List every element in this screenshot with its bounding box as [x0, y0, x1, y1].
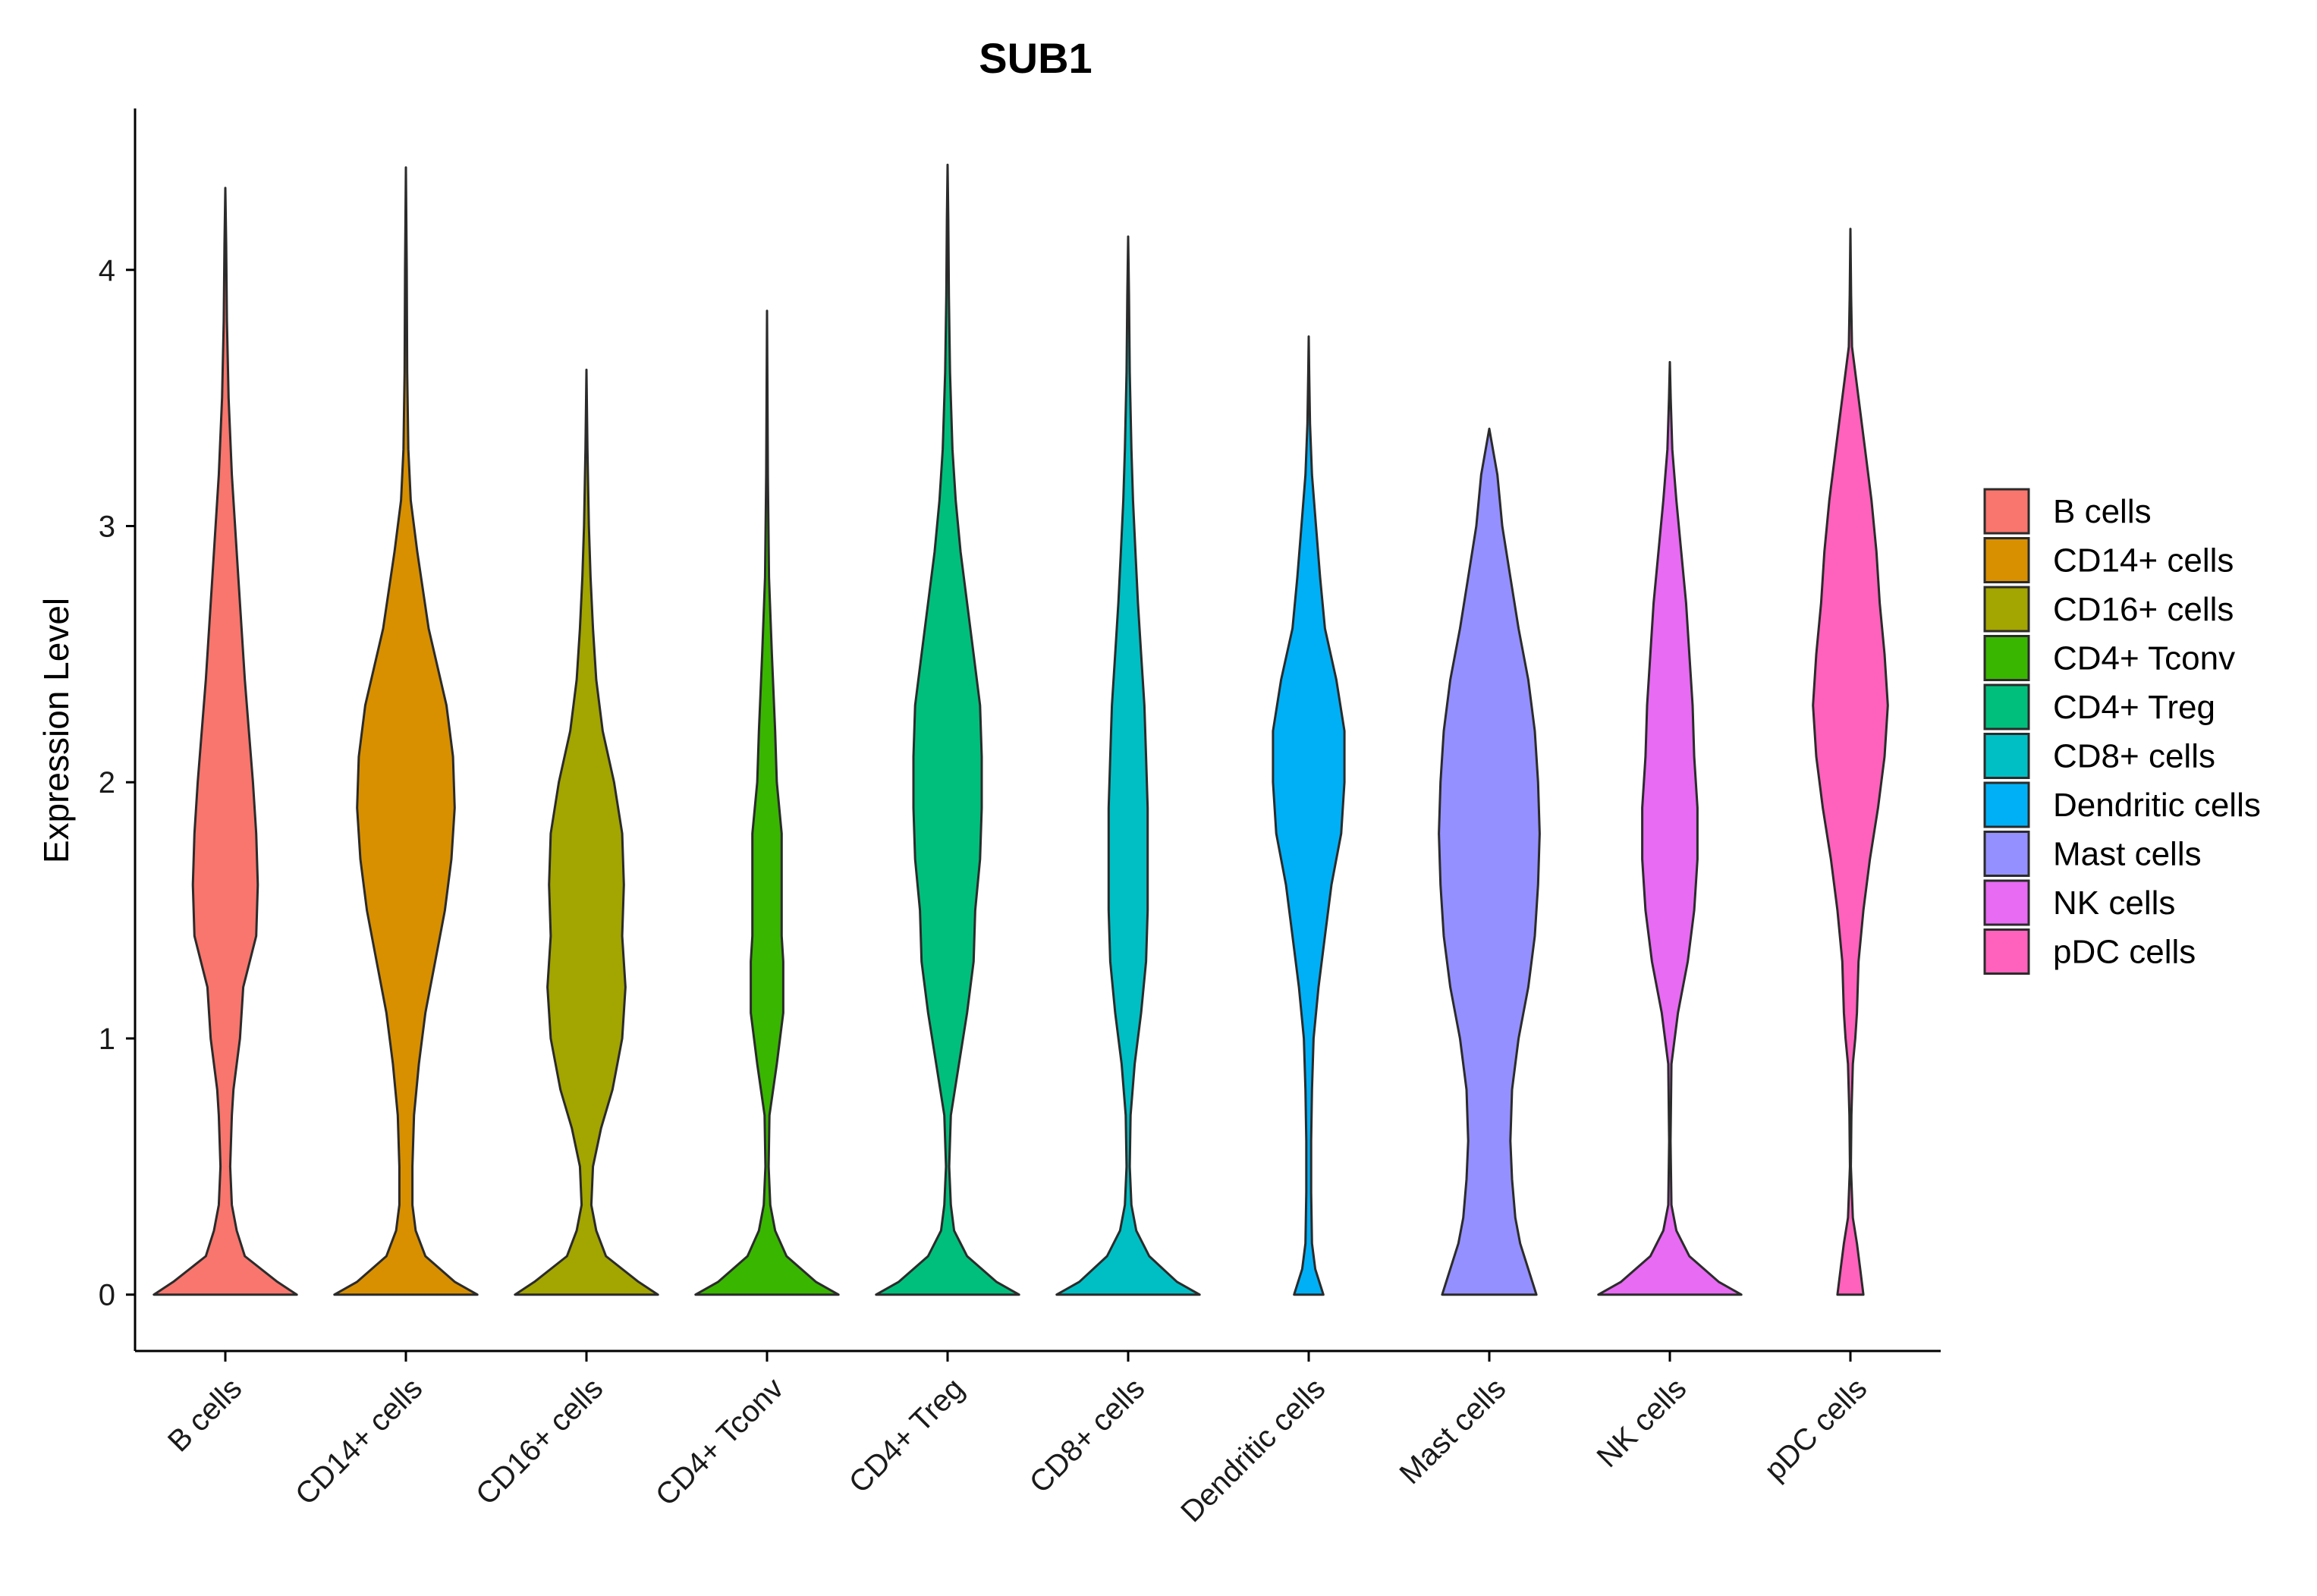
y-axis-ticks: 0 1 2 3 4 [99, 254, 135, 1312]
y-tick-label: 1 [99, 1023, 115, 1056]
y-tick-label: 4 [99, 254, 115, 287]
legend-key [1983, 683, 2030, 730]
legend-label: CD4+ Tconv [2053, 640, 2235, 677]
violin-cd4-treg [875, 163, 1020, 1296]
legend-label: CD14+ cells [2053, 542, 2234, 580]
legend-key [1983, 635, 2030, 681]
y-tick-label: 2 [99, 766, 115, 800]
legend-key [1983, 928, 2030, 975]
violin-cd4-tconv [694, 309, 840, 1296]
legend-label: Mast cells [2053, 836, 2202, 873]
legend: B cells CD14+ cells CD16+ cells CD4+ Tconv C… [1983, 488, 2261, 975]
violin-dendritic-cells [1272, 335, 1346, 1296]
legend-label: Dendritic cells [2053, 787, 2261, 824]
legend-label: CD4+ Treg [2053, 689, 2215, 726]
violin-cd8-cells [1055, 235, 1201, 1296]
legend-label: pDC cells [2053, 934, 2196, 971]
violin-b-cells [152, 187, 298, 1296]
violin-cd14-cells [333, 166, 479, 1296]
violin-cd16-cells [514, 369, 659, 1296]
legend-key [1983, 781, 2030, 828]
legend-key [1983, 586, 2030, 633]
legend-label: B cells [2053, 493, 2152, 530]
legend-label: CD8+ cells [2053, 738, 2215, 775]
violin-pdc-cells [1812, 228, 1889, 1296]
legend-key [1983, 733, 2030, 779]
violin-nk-cells [1597, 360, 1743, 1296]
legend-key [1983, 537, 2030, 583]
legend-key [1983, 831, 2030, 877]
y-tick-label: 0 [99, 1279, 115, 1312]
y-axis-title: Expression Level [36, 598, 76, 863]
legend-label: NK cells [2053, 884, 2175, 922]
violin-mast-cells [1438, 427, 1541, 1296]
chart-title: SUB1 [979, 34, 1092, 82]
violins [152, 163, 1889, 1296]
y-tick-label: 3 [99, 511, 115, 544]
legend-key [1983, 488, 2030, 535]
legend-label: CD16+ cells [2053, 591, 2234, 628]
legend-key [1983, 879, 2030, 926]
